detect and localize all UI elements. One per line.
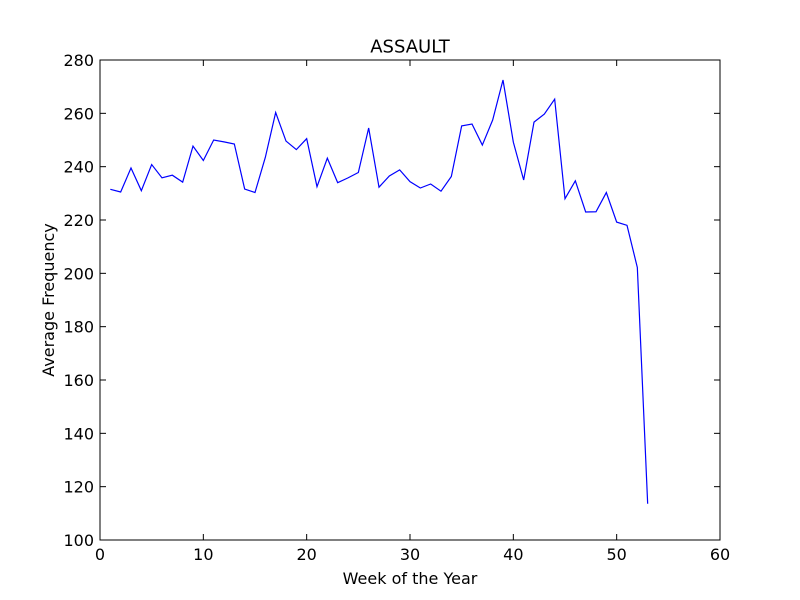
y-tick-label: 100 [63,531,94,550]
y-tick-label: 120 [63,478,94,497]
y-axis: 100 120 140 160 180 200 220 240 260 280 [63,51,720,550]
x-tick-label: 30 [400,545,420,564]
y-tick-label: 200 [63,264,94,283]
x-tick-label: 60 [710,545,730,564]
y-tick-label: 240 [63,158,94,177]
x-tick-label: 10 [193,545,213,564]
series-line [110,79,649,504]
y-tick-label: 220 [63,211,94,230]
x-tick-label: 40 [503,545,523,564]
y-tick-label: 140 [63,424,94,443]
x-tick-label: 0 [95,545,105,564]
chart-title: ASSAULT [370,37,451,58]
x-tick-label: 50 [606,545,626,564]
y-tick-label: 180 [63,318,94,337]
plot-frame [99,59,721,541]
y-axis-label: Average Frequency [39,223,58,376]
x-tick-label: 20 [296,545,316,564]
x-axis: 0 10 20 30 40 50 60 [95,60,730,564]
y-tick-label: 260 [63,104,94,123]
x-axis-label: Week of the Year [343,569,478,588]
y-tick-label: 280 [63,51,94,70]
y-tick-label: 160 [63,371,94,390]
